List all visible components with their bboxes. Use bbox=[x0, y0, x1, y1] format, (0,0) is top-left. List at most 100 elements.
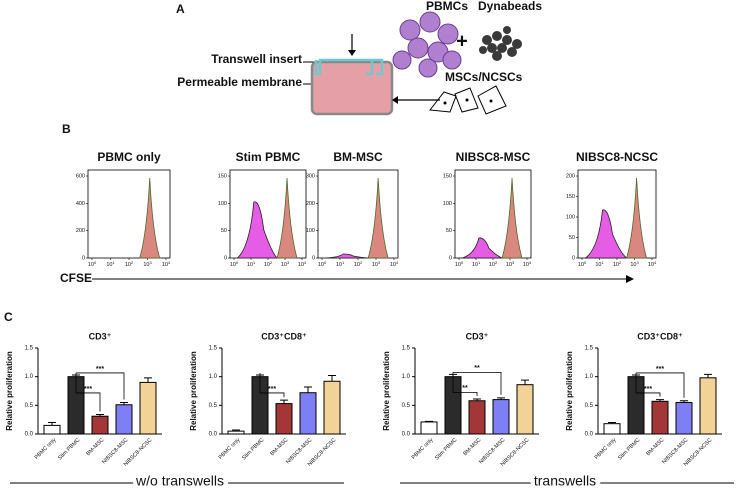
x-tick-label: 102 bbox=[264, 260, 273, 268]
tick-base: 10 bbox=[264, 262, 270, 268]
y-tick-label: 0 bbox=[82, 255, 85, 261]
tick-base: 10 bbox=[506, 262, 512, 268]
y-tick-label: 50 bbox=[569, 235, 575, 241]
y-tick-label: 100 bbox=[218, 201, 227, 207]
y-tick-label: 1.5 bbox=[25, 346, 34, 352]
y-tick-label: 0 bbox=[312, 255, 315, 261]
parent-peak bbox=[276, 177, 298, 259]
histogram-title: BM-MSC bbox=[333, 150, 383, 164]
tick-base: 10 bbox=[578, 262, 584, 268]
significance-label: *** bbox=[644, 386, 652, 393]
arrowhead bbox=[348, 50, 356, 56]
tick-exp: 2 bbox=[270, 260, 273, 265]
error-bar bbox=[425, 420, 433, 422]
tick-base: 10 bbox=[613, 262, 619, 268]
chart-title: CD3⁺CD8⁺ bbox=[261, 331, 307, 341]
y-tick-label: 0.5 bbox=[209, 403, 218, 409]
error-bar bbox=[280, 399, 288, 404]
y-tick-label: 0.0 bbox=[25, 432, 34, 438]
y-tick-label: 0.0 bbox=[209, 432, 218, 438]
y-tick-label: 0 bbox=[572, 255, 575, 261]
tick-base: 10 bbox=[630, 262, 636, 268]
bar bbox=[275, 403, 293, 435]
error-bar bbox=[328, 375, 336, 382]
tick-base: 10 bbox=[143, 262, 149, 268]
tick-exp: 0 bbox=[324, 260, 327, 265]
histogram-title: NIBSC8-NCSC bbox=[576, 150, 658, 164]
x-tick-label: 104 bbox=[390, 260, 399, 268]
pbmc-cells bbox=[392, 11, 462, 78]
bar bbox=[227, 430, 245, 435]
y-tick-label: 300 bbox=[306, 173, 315, 179]
error-bar bbox=[48, 422, 56, 426]
significance-label: *** bbox=[268, 386, 276, 393]
tick-exp: 3 bbox=[149, 260, 152, 265]
membrane-label: Permeable membrane bbox=[177, 75, 302, 89]
plot-frame bbox=[454, 169, 532, 259]
x-tick-label: 101 bbox=[336, 260, 345, 268]
y-tick-label: 1.5 bbox=[209, 346, 218, 352]
y-tick-label: 50 bbox=[446, 228, 452, 234]
arrowhead bbox=[626, 275, 634, 283]
significance-label: ** bbox=[462, 385, 468, 392]
x-tick-label: 100 bbox=[578, 260, 587, 268]
tick-base: 10 bbox=[88, 262, 94, 268]
error-bar bbox=[704, 373, 712, 378]
bar bbox=[699, 377, 717, 435]
y-tick-label: 50 bbox=[221, 228, 227, 234]
x-tick-label: PBMC only bbox=[218, 437, 242, 461]
x-tick-label: BM-MSC bbox=[645, 437, 665, 457]
x-tick-label: BM-MSC bbox=[269, 437, 289, 457]
divided-cells bbox=[462, 237, 503, 259]
tick-base: 10 bbox=[247, 262, 253, 268]
tick-exp: 0 bbox=[94, 260, 97, 265]
dynabeads-label: Dynabeads bbox=[478, 0, 542, 13]
y-axis-label: Relative proliferation bbox=[382, 351, 391, 431]
x-tick-label: 102 bbox=[125, 260, 134, 268]
group-label: transwells bbox=[534, 473, 596, 489]
y-tick-label: 400 bbox=[76, 201, 85, 207]
bar bbox=[468, 400, 486, 435]
tick-base: 10 bbox=[390, 262, 396, 268]
y-tick-label: 0.0 bbox=[402, 432, 411, 438]
error-bar bbox=[656, 399, 664, 402]
bar bbox=[43, 424, 61, 435]
tick-exp: 4 bbox=[529, 260, 532, 265]
tick-exp: 0 bbox=[236, 260, 239, 265]
x-tick-label: 103 bbox=[630, 260, 639, 268]
significance-bracket bbox=[635, 372, 661, 397]
histogram-title: PBMC only bbox=[97, 150, 161, 164]
tick-base: 10 bbox=[125, 262, 131, 268]
x-tick-label: 104 bbox=[298, 260, 307, 268]
tick-exp: 4 bbox=[396, 260, 399, 265]
x-tick-label: PBMC only bbox=[34, 437, 58, 461]
bar bbox=[323, 380, 341, 435]
plot-frame bbox=[317, 169, 399, 259]
x-tick-label: 102 bbox=[354, 260, 363, 268]
pbmcs-label: PBMCs bbox=[426, 0, 468, 13]
significance-bracket bbox=[453, 371, 502, 395]
y-tick-label: 200 bbox=[306, 201, 315, 207]
error-bar bbox=[497, 397, 505, 400]
x-tick-label: 103 bbox=[143, 260, 152, 268]
y-tick-label: 150 bbox=[443, 173, 452, 179]
y-tick-label: 0 bbox=[449, 255, 452, 261]
error-bar bbox=[473, 398, 481, 401]
plus: + bbox=[456, 30, 468, 52]
tick-base: 10 bbox=[489, 262, 495, 268]
x-tick-label: 100 bbox=[318, 260, 327, 268]
tick-base: 10 bbox=[298, 262, 304, 268]
bar bbox=[115, 404, 133, 435]
tick-base: 10 bbox=[523, 262, 529, 268]
significance-bracket bbox=[76, 372, 125, 400]
bar bbox=[299, 392, 317, 435]
significance-bracket bbox=[636, 372, 685, 398]
x-tick-label: 100 bbox=[230, 260, 239, 268]
x-tick-label: 104 bbox=[162, 260, 171, 268]
dynabeads bbox=[479, 26, 522, 61]
bar bbox=[603, 423, 621, 435]
tick-exp: 2 bbox=[495, 260, 498, 265]
cells-label: MSCs/NCSCs bbox=[445, 70, 523, 84]
y-tick-label: 150 bbox=[218, 173, 227, 179]
y-tick-label: 1.5 bbox=[402, 346, 411, 352]
